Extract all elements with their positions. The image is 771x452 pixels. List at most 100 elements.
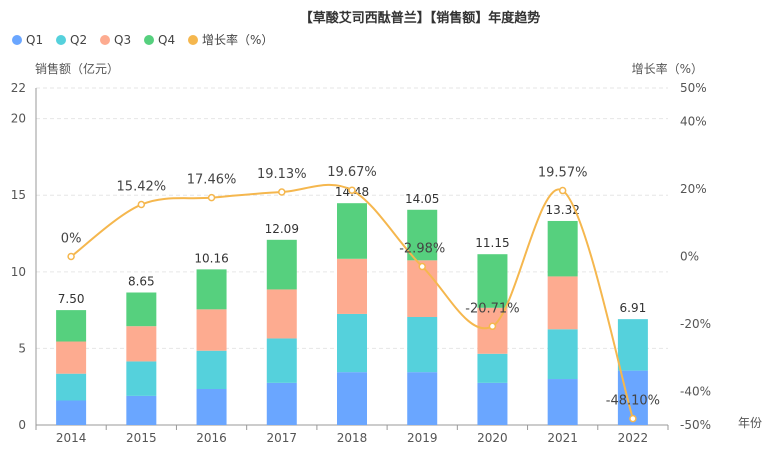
right-axis: -50% -40% -20% 0% 20% 40% 50% <box>680 81 711 432</box>
bar-q4-2016[interactable] <box>196 269 227 310</box>
growth-point-2015[interactable] <box>137 200 146 209</box>
legend-label-q2[interactable]: Q2 <box>70 33 87 47</box>
x-axis: 2014 2015 2016 2017 2018 2019 2020 2021 2022 <box>35 425 669 445</box>
left-tick-label: 22 <box>11 81 26 95</box>
bar-q2-2018[interactable] <box>337 313 367 373</box>
growth-point-2017[interactable] <box>278 188 286 196</box>
right-tick-label: -40% <box>680 384 711 398</box>
bar-q4-2014[interactable] <box>56 310 87 342</box>
bar-total-label: 12.09 <box>265 222 299 236</box>
bar-total-label: 13.32 <box>545 203 579 217</box>
bar-q4-2017[interactable] <box>266 239 297 290</box>
growth-point-2019[interactable] <box>418 262 426 271</box>
bar-q2-2016[interactable] <box>196 350 227 390</box>
left-tick-label: 15 <box>11 188 26 202</box>
right-tick-label: 50% <box>680 81 707 95</box>
left-axis: 0 5 10 15 20 22 <box>11 81 37 432</box>
bar-q2-2015[interactable] <box>126 361 157 396</box>
bar-q4-2019[interactable] <box>407 209 438 261</box>
bar-q1-2020[interactable] <box>477 382 508 425</box>
growth-label: 15.42% <box>117 180 167 195</box>
x-tick-label: 2014 <box>56 431 87 445</box>
growth-label: -20.71% <box>465 301 519 316</box>
bar-total-label: 7.50 <box>58 292 85 306</box>
x-tick-label: 2022 <box>618 431 649 445</box>
legend-label-q4[interactable]: Q4 <box>158 33 175 47</box>
x-tick-label: 2015 <box>126 431 157 445</box>
bar-q2-2017[interactable] <box>266 338 297 383</box>
bar-q4-2021[interactable] <box>547 220 578 277</box>
x-tick-label: 2020 <box>477 431 508 445</box>
growth-label: 17.46% <box>187 173 237 188</box>
bar-q2-2022[interactable] <box>617 319 648 371</box>
legend-label-q1[interactable]: Q1 <box>26 33 43 47</box>
bar-q3-2016[interactable] <box>196 309 227 351</box>
legend-marker-q3[interactable] <box>100 35 110 45</box>
bar-q4-2020[interactable] <box>477 254 508 308</box>
bar-q2-2021[interactable] <box>547 329 578 380</box>
bar-total-label: 8.65 <box>128 274 155 288</box>
left-tick-label: 20 <box>11 112 26 126</box>
bar-q3-2017[interactable] <box>266 289 297 339</box>
bar-total-label: 10.16 <box>194 251 228 265</box>
left-tick-label: 10 <box>11 265 26 279</box>
bar-totals: 7.508.6510.1612.0914.4814.0511.1513.326.… <box>58 185 646 315</box>
right-tick-label: 20% <box>680 182 707 196</box>
bar-q2-2014[interactable] <box>56 373 87 401</box>
growth-point-2021[interactable] <box>558 186 567 195</box>
bar-q1-2017[interactable] <box>266 382 297 425</box>
growth-label: -48.10% <box>606 394 660 409</box>
bar-q1-2016[interactable] <box>196 389 227 425</box>
legend-marker-q4[interactable] <box>144 35 154 45</box>
x-axis-label: 年份 <box>738 416 762 430</box>
growth-label: 19.57% <box>538 166 588 181</box>
legend-marker-q1[interactable] <box>12 35 22 45</box>
x-tick-label: 2017 <box>267 431 298 445</box>
legend-marker-growth[interactable] <box>188 35 198 45</box>
bar-q1-2015[interactable] <box>126 395 157 425</box>
x-tick-label: 2019 <box>407 431 438 445</box>
chart-title: 【草酸艾司西酞普兰】【销售额】年度趋势 <box>300 10 541 26</box>
growth-point-2018[interactable] <box>348 186 356 194</box>
bar-total-label: 11.15 <box>475 236 509 250</box>
right-tick-label: -50% <box>680 418 711 432</box>
left-tick-label: 5 <box>18 341 26 355</box>
bar-q1-2019[interactable] <box>407 372 438 425</box>
bar-q1-2021[interactable] <box>547 379 578 425</box>
bar-q3-2014[interactable] <box>56 341 87 374</box>
legend[interactable]: Q1 Q2 Q3 Q4 增长率（%） <box>12 32 273 47</box>
bar-q4-2018[interactable] <box>337 203 367 259</box>
right-axis-label: 增长率（%） <box>632 61 703 76</box>
bar-q3-2015[interactable] <box>126 326 157 362</box>
bar-q2-2019[interactable] <box>407 317 438 373</box>
bar-q1-2014[interactable] <box>56 400 87 425</box>
growth-point-2020[interactable] <box>488 322 497 331</box>
growth-point-2022[interactable] <box>629 414 637 423</box>
right-tick-label: -20% <box>680 317 711 331</box>
bar-q2-2020[interactable] <box>477 353 508 383</box>
right-tick-label: 0% <box>680 250 699 264</box>
bar-total-label: 14.05 <box>405 192 439 206</box>
x-tick-label: 2021 <box>547 431 578 445</box>
legend-label-growth[interactable]: 增长率（%） <box>202 32 273 47</box>
growth-point-2014[interactable] <box>67 252 75 261</box>
bar-q3-2021[interactable] <box>547 276 578 330</box>
bars <box>56 203 648 425</box>
x-tick-label: 2016 <box>196 431 227 445</box>
bar-q1-2018[interactable] <box>337 372 367 425</box>
growth-label: 19.13% <box>257 167 307 182</box>
legend-marker-q2[interactable] <box>56 35 66 45</box>
growth-label: 19.67% <box>327 165 377 180</box>
bar-q3-2018[interactable] <box>337 258 367 314</box>
bar-q4-2015[interactable] <box>126 292 157 327</box>
growth-point-2016[interactable] <box>207 193 216 202</box>
bar-total-label: 6.91 <box>620 301 647 315</box>
growth-line-layer: 0% 15.42% 17.46% 19.13% 19.67% -2.98% -20.71% 1… <box>61 165 660 423</box>
left-tick-label: 0 <box>18 418 26 432</box>
growth-label: 0% <box>61 232 82 247</box>
growth-label: -2.98% <box>399 242 445 257</box>
right-tick-label: 40% <box>680 115 707 129</box>
legend-label-q3[interactable]: Q3 <box>114 33 131 47</box>
